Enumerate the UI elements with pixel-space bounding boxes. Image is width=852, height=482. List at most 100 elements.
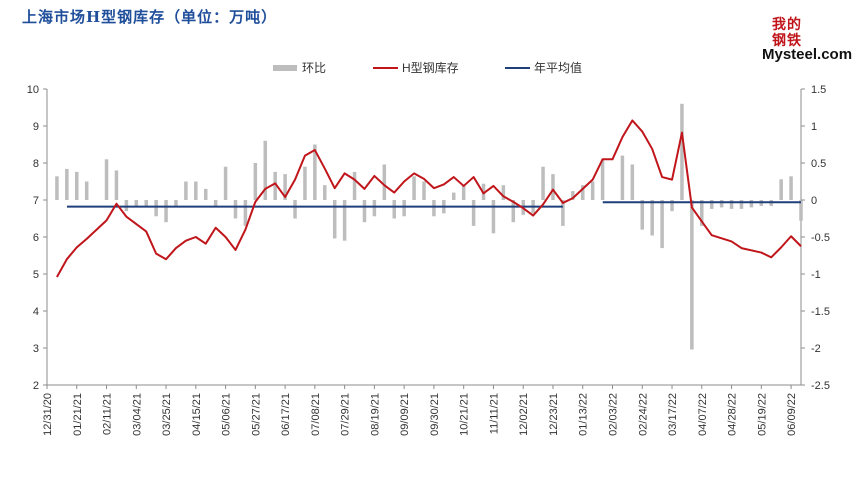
right-tick-label: 0.5 xyxy=(811,158,826,170)
change-bar xyxy=(164,200,168,223)
x-tick-label: 10/21/21 xyxy=(459,393,471,436)
x-tick-label: 09/09/21 xyxy=(399,393,411,436)
change-bar xyxy=(283,174,287,200)
x-tick-label: 07/08/21 xyxy=(310,393,322,436)
x-tick-label: 12/31/20 xyxy=(42,393,54,436)
left-tick-label: 4 xyxy=(33,306,39,318)
logo-cjk-3: 钢 xyxy=(772,33,786,49)
x-tick-label: 02/03/22 xyxy=(608,393,620,436)
change-bar xyxy=(491,200,496,234)
right-tick-label: 0 xyxy=(811,195,817,207)
ticks: 2 3 4 5 6 7 8 9 10 1.5 1 0.5 0 -0.5 -1 -1.5 -2 -2.5 12/31/… xyxy=(27,84,830,436)
logo-text: Mysteel.com xyxy=(762,46,852,63)
chart-title: 上海市场H型钢库存（单位：万吨） xyxy=(22,8,278,26)
right-tick-label: -0.5 xyxy=(811,232,830,244)
change-bar xyxy=(511,200,516,223)
change-bar xyxy=(690,200,694,350)
change-bar xyxy=(223,166,228,200)
change-bar xyxy=(65,168,69,200)
x-tick-label: 06/17/21 xyxy=(280,393,292,436)
change-bar xyxy=(104,159,109,200)
change-bar xyxy=(600,159,605,200)
right-tick-label: -1.5 xyxy=(811,306,830,318)
change-bar xyxy=(243,200,248,226)
change-bar xyxy=(342,200,347,241)
legend-label-avg: 年平均值 xyxy=(534,60,582,75)
change-bar xyxy=(580,185,585,200)
left-tick-label: 3 xyxy=(33,343,39,355)
change-bar xyxy=(680,103,684,200)
change-bar xyxy=(789,176,793,200)
right-tick-label: -2 xyxy=(811,343,821,355)
left-tick-label: 8 xyxy=(33,158,39,170)
change-bar xyxy=(640,200,645,230)
change-bar xyxy=(452,192,456,200)
change-bar xyxy=(313,144,317,200)
change-bar xyxy=(432,200,436,217)
left-tick-label: 6 xyxy=(33,232,39,244)
change-bar xyxy=(670,200,674,212)
change-bar xyxy=(749,200,754,208)
legend-label-stock: H型钢库存 xyxy=(402,60,459,75)
change-bar xyxy=(739,200,744,209)
x-tick-label: 02/24/22 xyxy=(637,393,649,436)
change-bar xyxy=(323,185,327,200)
avg-lines xyxy=(67,201,801,208)
left-tick-label: 9 xyxy=(33,121,39,133)
change-bar xyxy=(253,163,258,200)
logo-cjk-2: 的 xyxy=(787,17,801,33)
change-bar xyxy=(620,155,625,200)
change-bar xyxy=(551,174,555,200)
change-bar xyxy=(412,176,416,200)
change-bar xyxy=(213,200,218,208)
x-tick-label: 06/09/22 xyxy=(786,393,798,436)
change-bar xyxy=(382,164,387,200)
x-tick-label: 05/06/21 xyxy=(221,393,233,436)
x-tick-label: 05/27/21 xyxy=(250,393,262,436)
change-bar xyxy=(332,200,337,239)
change-bar xyxy=(590,181,595,200)
right-tick-label: 1 xyxy=(811,121,817,133)
bars xyxy=(55,103,803,350)
right-tick-label: 1.5 xyxy=(811,84,826,96)
x-tick-label: 01/13/22 xyxy=(578,393,590,436)
change-bar xyxy=(124,200,129,212)
change-bar xyxy=(729,200,734,209)
change-bar xyxy=(144,200,148,208)
x-tick-label: 08/19/21 xyxy=(369,393,381,436)
legend-label-bar: 环比 xyxy=(302,61,326,75)
x-tick-label: 04/15/21 xyxy=(191,393,203,436)
x-tick-label: 07/29/21 xyxy=(340,393,352,436)
change-bar xyxy=(650,200,654,236)
x-tick-label: 12/02/21 xyxy=(518,393,530,436)
logo-cjk-1: 我 xyxy=(772,17,786,33)
change-bar xyxy=(561,200,565,226)
stock-line-path xyxy=(56,119,802,278)
change-bar xyxy=(630,164,635,200)
change-bar xyxy=(709,200,714,209)
change-bar xyxy=(154,200,158,217)
x-tick-label: 03/25/21 xyxy=(161,393,173,436)
x-tick-label: 03/17/22 xyxy=(667,393,679,436)
change-bar xyxy=(134,200,139,208)
change-bar xyxy=(700,200,704,226)
change-bar xyxy=(194,181,198,200)
change-bar xyxy=(293,200,297,219)
stock-line xyxy=(56,119,802,278)
change-bar xyxy=(422,181,426,200)
change-bar xyxy=(352,171,357,200)
x-tick-label: 02/11/21 xyxy=(102,393,114,435)
mysteel-logo: 我 的 钢 铁 Mysteel.com xyxy=(762,14,852,66)
x-tick-label: 11/11/21 xyxy=(488,393,500,434)
change-bar xyxy=(392,200,396,219)
x-tick-label: 04/07/22 xyxy=(697,393,709,436)
change-bar xyxy=(402,200,406,217)
legend-swatch-bar xyxy=(273,65,297,71)
change-bar xyxy=(55,176,59,200)
change-bar xyxy=(84,181,89,200)
left-tick-label: 7 xyxy=(33,195,39,207)
x-tick-label: 12/23/21 xyxy=(548,393,560,436)
change-bar xyxy=(660,200,664,249)
left-tick-label: 2 xyxy=(33,380,39,392)
